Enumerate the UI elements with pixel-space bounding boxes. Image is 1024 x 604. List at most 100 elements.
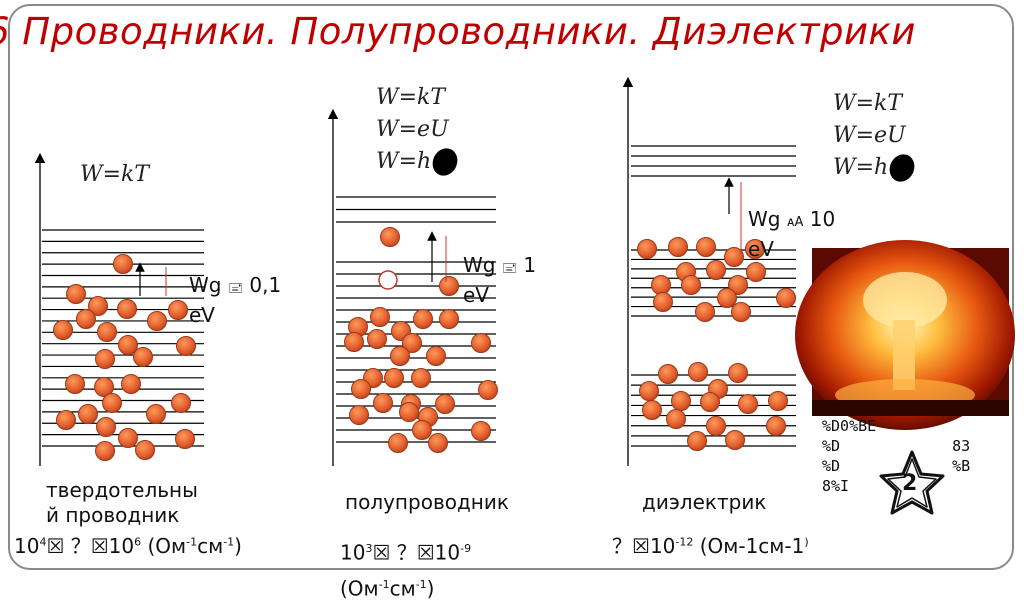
semi-gap-symbol: 🖃 (501, 261, 518, 276)
dielectric-formula-eu: W=eU (833, 123, 906, 148)
conductor-gap-unit: eV (189, 303, 215, 327)
semi-res-unit-mid: см (389, 576, 416, 601)
electron-circle (367, 329, 387, 349)
garbled-line-3a: %D (822, 457, 841, 475)
res-base-a: 10 (14, 534, 40, 558)
res-exp-a: 4 (39, 535, 47, 549)
diel-res-base: 10 (649, 534, 676, 558)
electron-circle (113, 254, 133, 274)
res-unit-open: (Ом (141, 534, 187, 558)
explosion-image (795, 240, 1015, 430)
electron-circle (706, 416, 726, 436)
electron-circle (384, 368, 404, 388)
band-diagram (34, 76, 1015, 515)
dielectric-resistivity: ？☒10-12 (Ом-1см-1) (612, 530, 809, 559)
slide-title: 6 Проводники. Полупроводники. Диэлектрик… (0, 10, 916, 53)
electron-circle (171, 393, 191, 413)
semi-res-base-b: 10 (434, 540, 461, 565)
electron-circle (696, 237, 716, 257)
semi-gap-value: 1 (517, 253, 537, 277)
garbled-line-2b: 83 (952, 437, 971, 455)
electron-circle (351, 379, 371, 399)
hole-circle (378, 270, 398, 290)
electron-circle (651, 275, 671, 295)
electron-circle (688, 362, 708, 382)
electron-circle (768, 391, 788, 411)
electron-circle (349, 405, 369, 425)
dielectric-formula-kt: W=kT (833, 91, 903, 116)
electron-circle (146, 404, 166, 424)
electron-circle (399, 402, 419, 422)
semiconductor-formula-eu: W=eU (376, 117, 449, 142)
electron-circle (411, 368, 431, 388)
electron-circle (439, 309, 459, 329)
dielectric-caption: диэлектрик (642, 490, 767, 514)
electron-circle (402, 333, 422, 353)
diel-res-unit: (Ом-1см-1 (693, 534, 805, 558)
electron-circle (717, 288, 737, 308)
electron-circle (728, 275, 748, 295)
electron-circle (681, 275, 701, 295)
electron-circle (118, 335, 138, 355)
electron-circle (76, 309, 96, 329)
semiconductor-resistivity: 103☒ ？☒10-9 (Ом-1см-1) (340, 533, 471, 604)
electron-circle (390, 346, 410, 366)
res-unit-close: ) (234, 534, 242, 558)
electron-circle (121, 374, 141, 394)
semi-res-separator: ☒ ？☒ (372, 540, 435, 565)
black-blob-icon (885, 150, 920, 186)
garbled-text-block: %D0%BE %D 83 %D %B 8%I (822, 416, 970, 496)
electron-circle (78, 404, 98, 424)
res-unit-mid: см (197, 534, 224, 558)
garbled-line-1: %D0%BE (822, 417, 877, 435)
electron-circle (95, 349, 115, 369)
conductor-gap-value: 0,1 (243, 273, 282, 297)
electron-circle (65, 374, 85, 394)
conductor-caption-line1: твердотельны (46, 478, 198, 502)
electron-circle (94, 377, 114, 397)
conductor-gap-prefix: Wg (189, 273, 228, 297)
diel-gap-value: 10 (803, 207, 836, 231)
res-exp-b: 6 (134, 535, 142, 549)
conductor-gap-symbol: 🖃 (227, 281, 244, 296)
conductor-band-gap-label: Wg 🖃 0,1 eV (189, 272, 281, 328)
electron-circle (373, 393, 393, 413)
electron-circle (428, 433, 448, 453)
electron-circle (380, 227, 400, 247)
electron-circle (639, 381, 659, 401)
electron-circle (344, 332, 364, 352)
electron-circle (176, 336, 196, 356)
electron-circle (412, 420, 432, 440)
conductor-formula-kt: W=kT (80, 162, 150, 187)
semiconductor-formula-h: W=h (376, 149, 432, 174)
electron-circle (642, 400, 662, 420)
electron-circle (653, 292, 673, 312)
electron-circle (97, 322, 117, 342)
semiconductor-formula-kt: W=kT (376, 85, 446, 110)
star-badge-label: 2 (902, 471, 918, 496)
electron-circle (56, 410, 76, 430)
black-blob-icon (428, 144, 463, 180)
slide-frame (8, 4, 1014, 570)
semi-gap-unit: eV (463, 283, 489, 307)
star-badge-icon (879, 450, 945, 515)
semi-res-unit-close: ) (426, 576, 435, 601)
electron-circle (478, 380, 498, 400)
semi-res-unit: (Ом (340, 576, 379, 601)
conductor-resistivity: 104☒ ？☒106 (Ом-1см-1) (14, 530, 242, 559)
garbled-line-2a: %D (822, 437, 841, 455)
semi-res-exp-b: -9 (460, 542, 472, 555)
electron-circle (695, 302, 715, 322)
electron-circle (413, 309, 433, 329)
electron-circle (439, 276, 459, 296)
electron-circle (776, 288, 796, 308)
electron-circle (147, 311, 167, 331)
conductor-caption: твердотельны й проводник (46, 478, 198, 528)
electron-circle (53, 320, 73, 340)
res-unit-exp2: -1 (223, 535, 235, 549)
semi-res-exp-a: 3 (365, 542, 373, 555)
dielectric-formula-h: W=h (833, 155, 889, 180)
diel-res-prefix: ？☒ (612, 534, 650, 558)
semiconductor-band-gap-label: Wg 🖃 1 eV (463, 252, 536, 308)
electron-circle (175, 429, 195, 449)
